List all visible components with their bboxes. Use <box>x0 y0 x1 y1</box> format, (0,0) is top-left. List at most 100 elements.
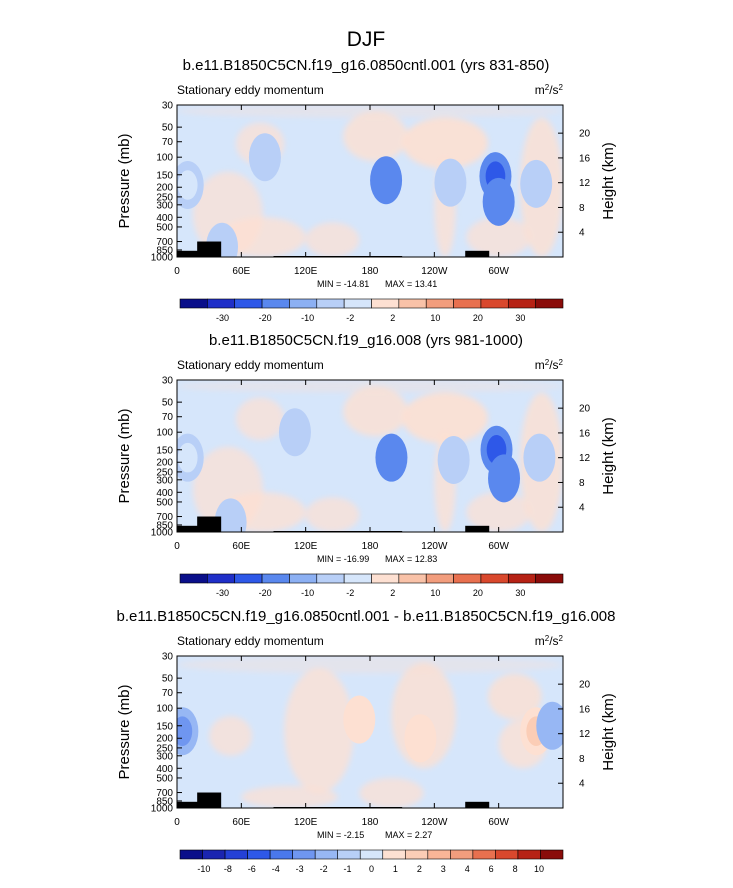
y-tick-label: 100 <box>156 704 173 715</box>
x-tick-label: 120E <box>294 266 318 277</box>
contour-feature <box>370 156 403 205</box>
y-right-tick-label: 8 <box>579 754 585 765</box>
contour-region-positive <box>177 380 563 393</box>
y-right-tick-label: 16 <box>579 153 591 164</box>
x-tick-label: 120W <box>421 541 448 552</box>
y-right-tick-label: 4 <box>579 779 585 790</box>
units-label: m2/s2 <box>535 634 564 649</box>
colorbar-tick-label: -4 <box>272 864 280 874</box>
y-right-tick-label: 20 <box>579 129 591 140</box>
contour-region-positive <box>402 117 488 169</box>
y-right-tick-label: 20 <box>579 680 591 691</box>
contour-region-positive <box>466 492 531 532</box>
y-tick-label: 250 <box>156 192 173 203</box>
colorbar-tick-label: 8 <box>513 864 518 874</box>
contour-feature <box>523 433 556 482</box>
contour-region-positive <box>402 392 488 444</box>
colorbar-swatch <box>404 849 429 860</box>
figure-title: DJF <box>347 28 386 51</box>
colorbar-swatch <box>453 573 482 584</box>
contour-level <box>248 133 281 182</box>
colorbar-swatch <box>507 573 536 584</box>
units-exponent: 2 <box>559 358 564 367</box>
contour-feature <box>375 433 408 482</box>
y-right-axis-title: Height (km) <box>600 693 617 771</box>
colorbar-swatch <box>398 573 427 584</box>
y-right-axis-title: Height (km) <box>600 417 617 495</box>
colorbar-swatch <box>289 573 318 584</box>
colorbar-swatch <box>314 849 339 860</box>
y-axis-title: Pressure (mb) <box>116 133 133 228</box>
y-right-tick-label: 4 <box>579 503 585 514</box>
contour-feature <box>404 714 437 763</box>
colorbar-tick-label: 0 <box>369 864 374 874</box>
y-right-tick-label: 16 <box>579 704 591 715</box>
min-label: MIN = -2.15 <box>317 830 364 840</box>
x-tick-label: 0 <box>174 817 180 828</box>
contour-level <box>523 433 556 482</box>
y-tick-label: 200 <box>156 458 173 469</box>
contour-level <box>177 170 198 200</box>
colorbar-tick-label: 4 <box>465 864 470 874</box>
contour-level <box>482 177 515 226</box>
colorbar-swatch <box>179 849 203 860</box>
colorbar-tick-label: -20 <box>259 313 272 323</box>
colorbar-swatch <box>427 849 451 860</box>
y-tick-label: 50 <box>162 123 174 134</box>
y-tick-label: 150 <box>156 721 173 732</box>
contour-feature <box>343 695 376 744</box>
contour-feature <box>488 454 521 503</box>
colorbar-swatch <box>224 849 248 860</box>
y-tick-label: 400 <box>156 764 173 775</box>
contour-region-positive <box>284 668 354 793</box>
max-label: MAX = 13.41 <box>385 279 437 289</box>
topography-bar <box>177 250 200 257</box>
contour-level <box>214 498 247 532</box>
colorbar-tick-label: -1 <box>344 864 352 874</box>
y-tick-label: 500 <box>156 773 173 784</box>
colorbar-tick-label: -2 <box>320 864 328 874</box>
colorbar-tick-label: 30 <box>515 313 525 323</box>
colorbar: -30 -20 -10 -2 2 10 20 30 <box>179 573 564 598</box>
colorbar-swatch <box>540 849 564 860</box>
y-tick-label: 200 <box>156 183 173 194</box>
contour-feature <box>520 159 553 208</box>
colorbar-swatch <box>343 573 372 584</box>
units-text: m <box>535 358 545 372</box>
colorbar-tick-label: 30 <box>515 588 525 598</box>
colorbar-tick-label: -2 <box>346 313 354 323</box>
contour-feature <box>482 177 515 226</box>
y-tick-label: 700 <box>156 512 173 523</box>
units-exponent: 2 <box>545 83 550 92</box>
y-right-tick-label: 8 <box>579 478 585 489</box>
contour-feature <box>177 161 204 210</box>
y-right-tick-label: 12 <box>579 453 591 464</box>
contour-region-positive <box>177 105 563 118</box>
panel-title: b.e11.B1850C5CN.f19_g16.0850cntl.001 - b… <box>117 608 616 625</box>
colorbar-swatch <box>343 298 372 309</box>
colorbar-swatch <box>425 298 454 309</box>
y-tick-label: 300 <box>156 751 173 762</box>
colorbar-swatch <box>179 298 208 309</box>
y-tick-label: 500 <box>156 222 173 233</box>
colorbar-swatch <box>535 298 564 309</box>
colorbar-tick-label: 10 <box>534 864 544 874</box>
y-tick-label: 100 <box>156 428 173 439</box>
x-tick-label: 0 <box>174 541 180 552</box>
units-text: /s <box>549 83 558 97</box>
units-exponent: 2 <box>545 358 550 367</box>
colorbar-swatch <box>234 298 263 309</box>
contour-feature <box>536 701 563 750</box>
y-tick-label: 70 <box>162 137 174 148</box>
min-label: MIN = -14.81 <box>317 279 369 289</box>
y-tick-label: 200 <box>156 734 173 745</box>
panel-title: b.e11.B1850C5CN.f19_g16.0850cntl.001 (yr… <box>183 57 550 74</box>
colorbar-swatch <box>450 849 474 860</box>
chart-panel-3: b.e11.B1850C5CN.f19_g16.0850cntl.001 - b… <box>116 608 617 874</box>
colorbar-tick-label: -2 <box>346 588 354 598</box>
colorbar-tick-label: -10 <box>301 313 314 323</box>
colorbar-tick-label: 2 <box>390 588 395 598</box>
topography-bar <box>197 792 222 808</box>
y-right-tick-label: 4 <box>579 228 585 239</box>
